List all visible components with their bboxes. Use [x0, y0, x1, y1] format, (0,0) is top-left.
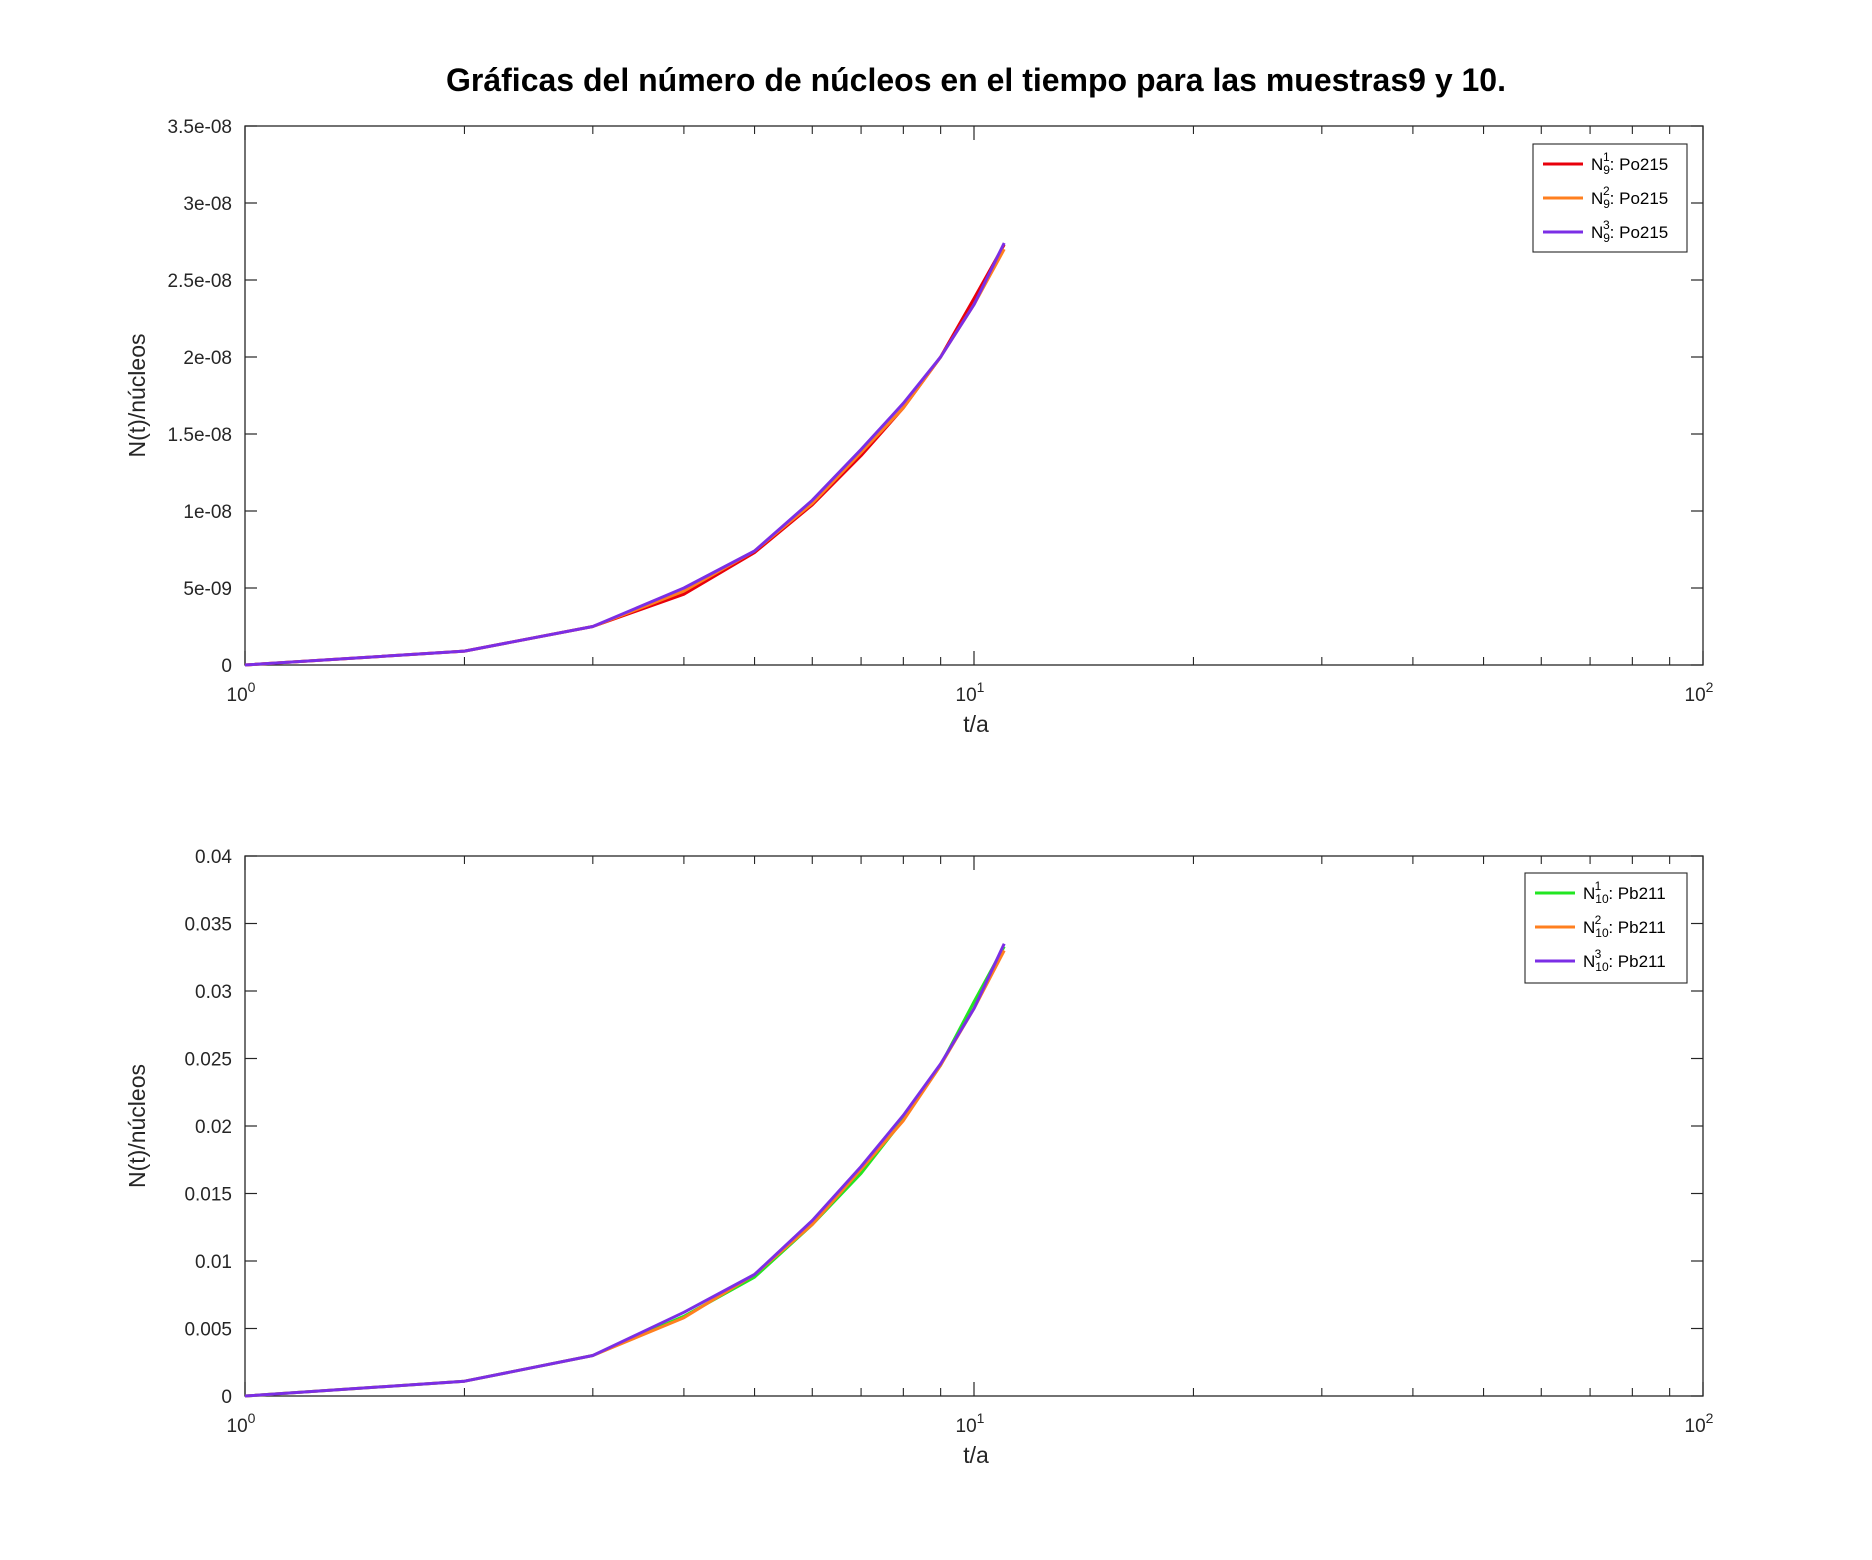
bottom-subplot: 0 0.005 0.01 0.015 0.02 0.025 0.03 0.035 0.04 100…: [124, 847, 1714, 1468]
axes-box: [244, 855, 1704, 1397]
x-tick-label: 102: [1685, 679, 1714, 706]
x-tick-label: 100: [227, 1410, 256, 1437]
y-tick-label: 2e-08: [183, 348, 232, 369]
y-tick-label: 0.01: [195, 1252, 232, 1273]
y-tick-label: 0.04: [195, 847, 232, 868]
y-axis-label: N(t)/núcleos: [124, 334, 150, 458]
y-tick-label: 0: [221, 656, 232, 677]
legend-entry: N93: Po215: [1591, 218, 1668, 245]
y-tick-label: 3.5e-08: [168, 117, 232, 138]
y-tick-label: 0.02: [195, 1117, 232, 1138]
y-tick-label: 0.03: [195, 982, 232, 1003]
x-tick-label: 100: [227, 679, 256, 706]
legend-entry: N101: Pb211: [1583, 879, 1666, 906]
legend-entry: N103: Pb211: [1583, 947, 1666, 974]
y-tick-label: 0: [221, 1387, 232, 1408]
y-tick-label: 0.005: [184, 1320, 232, 1341]
y-tick-label: 1.5e-08: [168, 425, 232, 446]
chart-title: Gráficas del número de núcleos en el tie…: [446, 62, 1506, 98]
y-tick-label: 2.5e-08: [168, 271, 232, 292]
y-tick-label: 0.015: [184, 1185, 232, 1206]
legend-entry: N91: Po215: [1591, 150, 1668, 177]
axes-box: [244, 125, 1704, 666]
legend-entry: N92: Po215: [1591, 184, 1668, 211]
y-tick-label: 0.035: [184, 915, 232, 936]
y-tick-label: 5e-09: [183, 579, 232, 600]
series-line-3: [244, 943, 1006, 1398]
y-tick-label: 0.025: [184, 1050, 232, 1071]
y-tick-label: 3e-08: [183, 194, 232, 215]
series-line-3: [244, 242, 1006, 667]
top-subplot: 0 5e-09 1e-08 1.5e-08 2e-08 2.5e-08 3e-08 3.5e-…: [124, 117, 1714, 737]
y-tick-label: 1e-08: [183, 502, 232, 523]
x-axis-label: t/a: [963, 1442, 989, 1468]
x-tick-label: 102: [1685, 1410, 1714, 1437]
x-tick-label: 101: [956, 1410, 985, 1437]
x-axis-label: t/a: [963, 711, 989, 737]
x-tick-label: 101: [956, 679, 985, 706]
y-axis-label: N(t)/núcleos: [124, 1064, 150, 1188]
legend-entry: N102: Pb211: [1583, 913, 1666, 940]
